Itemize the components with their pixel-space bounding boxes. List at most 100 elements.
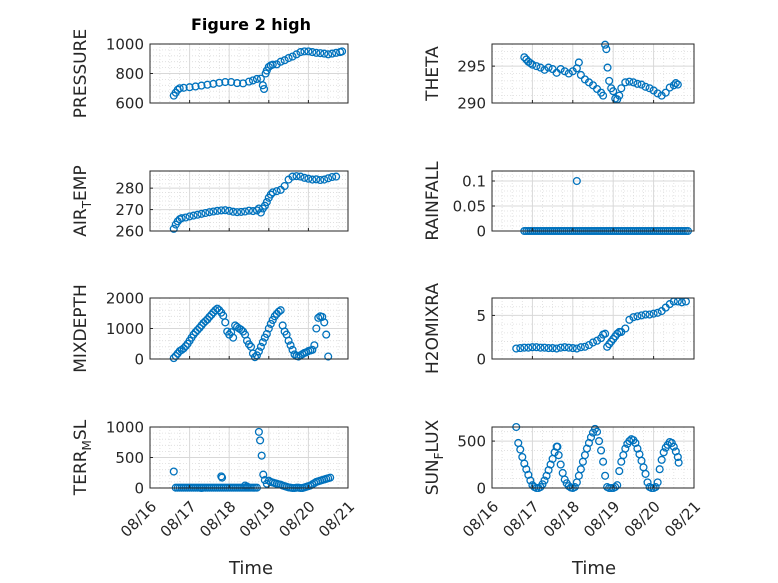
data-point bbox=[609, 87, 618, 96]
data-point bbox=[324, 174, 333, 183]
data-point bbox=[270, 312, 279, 321]
data-point bbox=[308, 175, 317, 184]
data-point bbox=[540, 343, 549, 352]
data-point bbox=[227, 328, 236, 337]
data-point bbox=[649, 309, 658, 318]
data-point bbox=[560, 343, 569, 352]
data-point bbox=[320, 318, 329, 327]
data-point bbox=[237, 207, 246, 216]
data-point bbox=[244, 77, 254, 86]
data-point bbox=[274, 307, 283, 316]
data-point bbox=[332, 172, 341, 181]
data-point bbox=[516, 344, 525, 353]
data-point bbox=[584, 341, 594, 350]
axes-box bbox=[491, 426, 695, 489]
y-tick-label: 0 bbox=[476, 223, 486, 241]
data-point bbox=[601, 329, 610, 338]
data-point bbox=[286, 341, 295, 350]
data-point bbox=[665, 300, 674, 309]
data-point bbox=[641, 469, 650, 478]
data-point bbox=[651, 483, 660, 492]
data-point bbox=[586, 433, 596, 442]
data-point bbox=[237, 325, 246, 334]
data-point bbox=[520, 53, 529, 62]
data-point bbox=[328, 172, 337, 182]
data-point bbox=[621, 78, 630, 87]
axes-box bbox=[491, 297, 695, 360]
x-tick-label: 08/21 bbox=[661, 498, 704, 541]
y-tick-label: 1000 bbox=[106, 419, 144, 437]
x-tick-label: 08/16 bbox=[117, 498, 160, 541]
data-point bbox=[637, 311, 646, 320]
data-point bbox=[207, 310, 216, 319]
x-tick-label: 08/17 bbox=[499, 498, 542, 541]
data-point bbox=[169, 354, 178, 363]
data-point bbox=[669, 442, 678, 451]
data-point bbox=[205, 312, 214, 321]
y-axis-label: AIRTEMP bbox=[71, 165, 94, 236]
data-point bbox=[310, 341, 319, 350]
data-point bbox=[532, 343, 541, 352]
data-point bbox=[570, 483, 579, 492]
data-point bbox=[284, 336, 293, 345]
data-point bbox=[312, 175, 321, 184]
data-point bbox=[524, 343, 533, 352]
data-point bbox=[661, 88, 670, 97]
data-point bbox=[603, 63, 612, 72]
data-point bbox=[272, 187, 281, 196]
data-point bbox=[268, 60, 277, 69]
data-point bbox=[637, 80, 646, 89]
data-point bbox=[536, 343, 545, 352]
data-point bbox=[209, 79, 218, 88]
data-point bbox=[254, 427, 263, 436]
data-point bbox=[312, 48, 321, 57]
data-point bbox=[221, 206, 230, 215]
data-point bbox=[645, 310, 654, 319]
data-point bbox=[320, 175, 329, 184]
data-point bbox=[554, 451, 563, 460]
data-point bbox=[256, 208, 265, 217]
data-point bbox=[574, 58, 583, 67]
data-point bbox=[621, 444, 630, 453]
y-axis-label: MIXDEPTH bbox=[71, 284, 91, 373]
data-point bbox=[605, 76, 614, 85]
data-point bbox=[540, 65, 549, 74]
data-point bbox=[316, 49, 325, 58]
y-tick-label: 260 bbox=[115, 223, 144, 241]
data-point bbox=[611, 483, 620, 492]
data-point bbox=[641, 310, 650, 319]
data-point bbox=[217, 206, 226, 215]
data-point bbox=[643, 478, 652, 487]
data-point bbox=[322, 330, 331, 339]
data-point bbox=[258, 81, 267, 90]
y-tick-label: 2000 bbox=[106, 290, 144, 308]
data-point bbox=[556, 460, 565, 469]
y-tick-label: 1000 bbox=[106, 320, 144, 338]
x-tick-label: 08/18 bbox=[196, 498, 239, 541]
data-point bbox=[218, 473, 227, 482]
data-point bbox=[296, 172, 305, 181]
data-point bbox=[195, 323, 204, 332]
subplot-6: 0 5 H2OMIXRA bbox=[423, 283, 695, 374]
data-point bbox=[233, 79, 242, 88]
data-point bbox=[641, 82, 650, 91]
y-tick-label: 0 bbox=[476, 480, 486, 498]
y-axis-label: TERRMSL bbox=[71, 419, 94, 496]
data-point bbox=[544, 63, 553, 72]
data-point bbox=[324, 352, 333, 361]
data-point bbox=[595, 437, 604, 446]
data-point bbox=[512, 344, 521, 353]
data-point bbox=[221, 318, 230, 327]
subplot-4: 0 0.05 0.1 RAINFALL bbox=[423, 161, 695, 241]
data-point bbox=[215, 306, 224, 315]
data-point bbox=[268, 188, 277, 197]
data-point bbox=[526, 476, 535, 485]
data-point bbox=[191, 328, 200, 337]
x-axis-label-right: Time bbox=[571, 558, 616, 579]
data-point bbox=[179, 83, 188, 92]
data-point bbox=[568, 344, 577, 353]
data-point bbox=[181, 342, 190, 351]
data-point bbox=[292, 50, 301, 59]
data-point bbox=[532, 62, 541, 71]
